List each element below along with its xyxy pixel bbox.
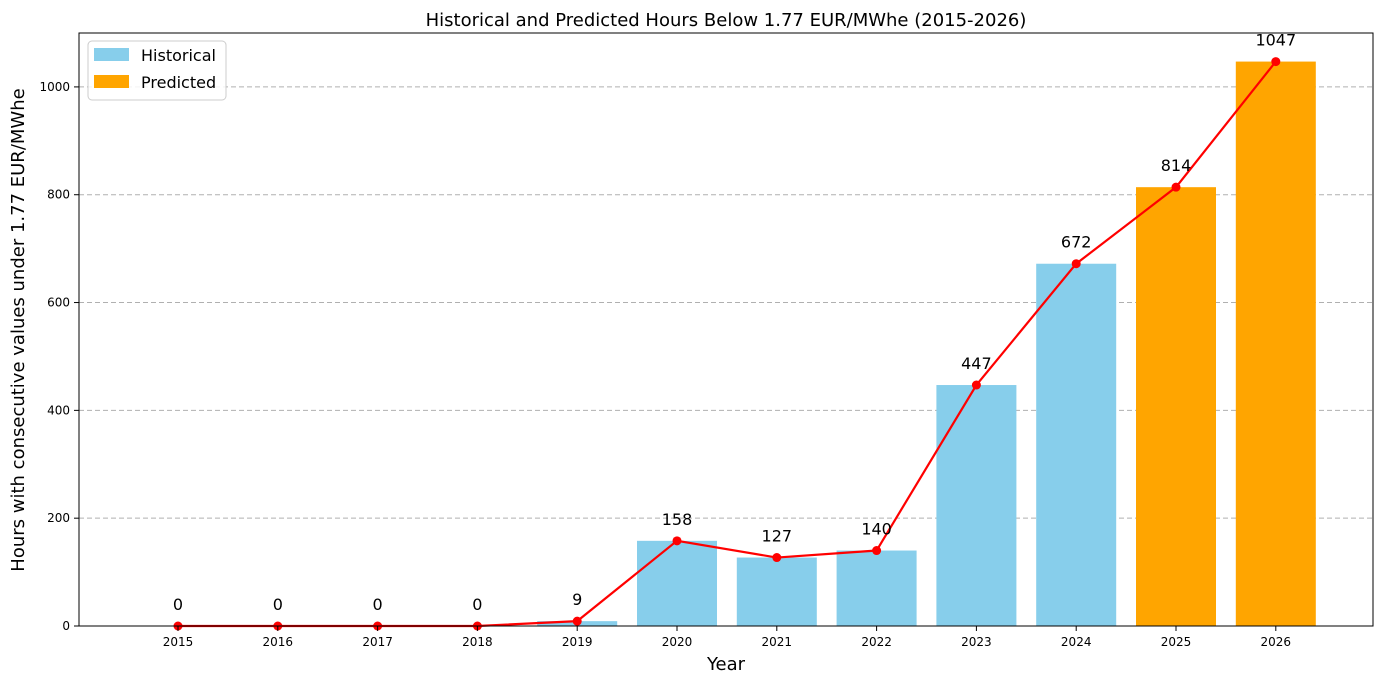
data-label-2018: 0 [472, 595, 482, 614]
y-tick-label: 0 [62, 619, 70, 633]
legend-label-predicted: Predicted [141, 73, 216, 92]
x-tick-label: 2018 [462, 635, 493, 649]
x-tick-label: 2016 [263, 635, 294, 649]
bar-2023 [936, 385, 1017, 626]
trend-point-2022 [872, 546, 882, 556]
bar-2021 [736, 557, 817, 626]
data-label-2015: 0 [173, 595, 183, 614]
data-label-2026: 1047 [1255, 31, 1296, 50]
x-axis-label: Year [706, 654, 746, 675]
axis-ticks: 0 200 400 600 800 1000 2015 2016 2017 2018 2019 202… [39, 80, 1291, 649]
y-tick-label: 200 [47, 511, 70, 525]
y-tick-label: 800 [47, 188, 70, 202]
x-tick-label: 2021 [762, 635, 793, 649]
legend[interactable]: Historical Predicted [87, 40, 227, 101]
x-tick-label: 2024 [1061, 635, 1092, 649]
x-tick-label: 2025 [1161, 635, 1192, 649]
data-label-2021: 127 [762, 527, 793, 546]
data-labels: 0 0 0 0 9 158 127 140 447 672 814 1047 [173, 31, 1296, 614]
trend-point-2021 [772, 553, 782, 563]
x-tick-label: 2017 [362, 635, 393, 649]
data-label-2019: 9 [572, 590, 582, 609]
data-label-2016: 0 [273, 595, 283, 614]
bars [537, 61, 1316, 626]
x-tick-label: 2022 [861, 635, 892, 649]
x-tick-label: 2019 [562, 635, 593, 649]
trend-point-2025 [1171, 182, 1181, 192]
x-tick-label: 2026 [1261, 635, 1292, 649]
data-label-2017: 0 [373, 595, 383, 614]
bar-2025 [1136, 187, 1216, 626]
x-tick-label: 2020 [662, 635, 693, 649]
x-tick-label: 2015 [163, 635, 194, 649]
trend-point-2026 [1271, 57, 1281, 67]
x-tick-label: 2023 [961, 635, 992, 649]
bar-2020 [637, 540, 717, 626]
data-label-2025: 814 [1161, 156, 1192, 175]
trend-point-2020 [672, 536, 682, 546]
bar-2024 [1036, 263, 1117, 626]
chart-title: Historical and Predicted Hours Below 1.7… [426, 10, 1027, 31]
trend-point-2019 [572, 616, 582, 626]
data-label-2023: 447 [961, 354, 992, 373]
legend-swatch-predicted [94, 75, 129, 88]
y-tick-label: 1000 [39, 80, 70, 94]
plot-frame [78, 32, 1374, 627]
data-label-2022: 140 [861, 520, 892, 539]
y-tick-label: 400 [47, 403, 70, 417]
trend-point-2023 [971, 380, 981, 390]
data-label-2024: 672 [1061, 233, 1092, 252]
legend-swatch-historical [94, 48, 129, 61]
y-tick-label: 600 [47, 296, 70, 310]
trend-point-2024 [1071, 259, 1081, 269]
bar-2026 [1235, 61, 1316, 626]
data-label-2020: 158 [662, 510, 693, 529]
legend-label-historical: Historical [141, 46, 216, 65]
bar-2022 [836, 550, 917, 626]
y-axis-label: Hours with consecutive values under 1.77… [8, 88, 29, 571]
